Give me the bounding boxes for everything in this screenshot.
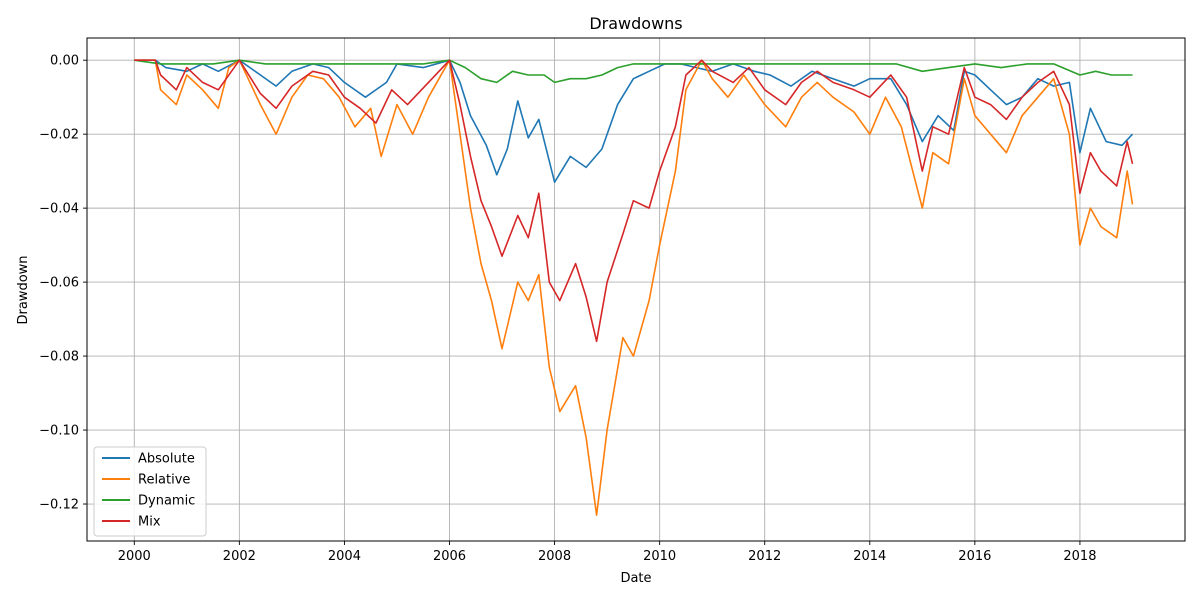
series-layer (134, 59, 1134, 516)
legend-label: Mix (138, 515, 161, 530)
y-axis-label: Drawdown (16, 255, 31, 324)
series-line-mix (134, 59, 1134, 343)
y-tick-label: −0.06 (39, 276, 79, 291)
series-line-dynamic (134, 59, 1133, 84)
x-tick-label: 2008 (538, 549, 571, 564)
legend-label: Dynamic (138, 494, 195, 509)
legend-label: Relative (138, 473, 190, 488)
x-tick-label: 2018 (1063, 549, 1096, 564)
x-tick-label: 2006 (433, 549, 466, 564)
x-tick-label: 2010 (643, 549, 676, 564)
x-tick-label: 2012 (748, 549, 781, 564)
y-tick-label: −0.04 (39, 202, 79, 217)
y-tick-label: −0.02 (39, 128, 79, 143)
y-tick-label: −0.08 (39, 350, 79, 365)
x-tick-label: 2014 (853, 549, 886, 564)
x-axis-label: Date (620, 571, 651, 586)
y-tick-label: 0.00 (50, 54, 79, 69)
grid-lines (87, 38, 1185, 541)
series-line-absolute (134, 59, 1134, 183)
x-tick-label: 2000 (118, 549, 151, 564)
y-axis: 0.00 −0.02 −0.04 −0.06 −0.08 −0.10 −0.12 (39, 54, 87, 513)
legend-label: Absolute (138, 452, 195, 467)
y-tick-label: −0.12 (39, 498, 79, 513)
chart-title: Drawdowns (589, 14, 682, 33)
x-tick-label: 2016 (958, 549, 991, 564)
plot-area-frame (86, 37, 1186, 542)
x-tick-label: 2002 (223, 549, 256, 564)
legend: Absolute Relative Dynamic Mix (93, 446, 207, 537)
x-axis: 2000 2002 2004 2006 2008 2010 2012 2014 2016 2018 (118, 541, 1096, 564)
y-tick-label: −0.10 (39, 424, 79, 439)
series-line-relative (134, 59, 1134, 516)
x-tick-label: 2004 (328, 549, 361, 564)
legend-box (93, 446, 207, 537)
